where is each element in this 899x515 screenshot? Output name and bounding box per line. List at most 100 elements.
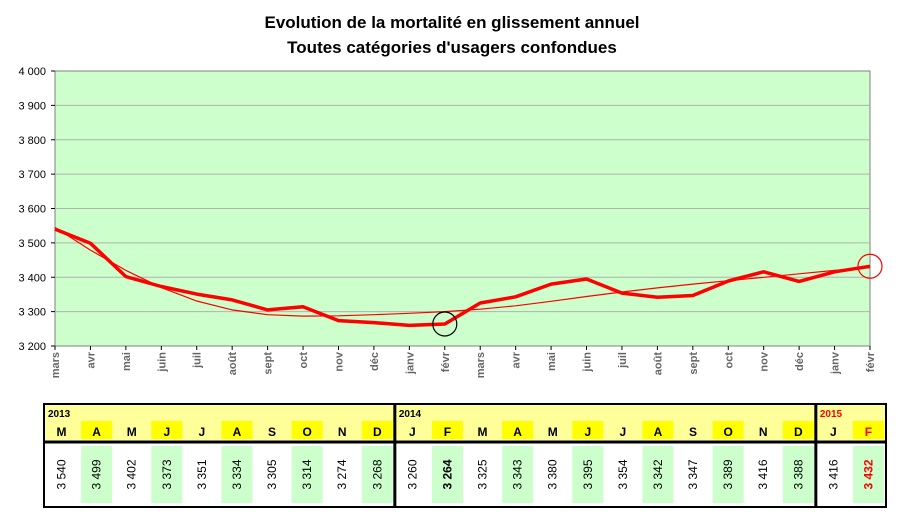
value-highlight (782, 446, 814, 503)
table-month-label: J (163, 425, 170, 439)
chart-subtitle: Toutes catégories d'usagers confondues (287, 38, 617, 57)
chart-title: Evolution de la mortalité en glissement … (264, 13, 639, 32)
table-month-label: S (689, 425, 697, 439)
table-month-label: D (794, 425, 803, 439)
table-month-label: J (199, 425, 206, 439)
table-month-label: N (759, 425, 768, 439)
table-month-label: N (338, 425, 347, 439)
data-table: 2013 M 3 540 A 3 499 M 3 402 J 3 373 J 3 351 A 3 334… (43, 403, 887, 508)
table-year-label: 2015 (820, 409, 843, 420)
table-value: 3 388 (791, 459, 805, 489)
x-tick-label: sept (263, 352, 275, 375)
x-tick-label: juin (582, 352, 594, 373)
x-tick-label: mars (50, 352, 62, 378)
x-tick-label: mars (475, 352, 487, 378)
value-highlight (81, 446, 113, 503)
table-value: 3 416 (826, 459, 840, 489)
table-value: 3 432 (861, 459, 875, 489)
x-tick-label: déc (794, 352, 806, 371)
table-month-label: M (548, 425, 558, 439)
table-month-label: S (268, 425, 276, 439)
x-tick-label: août (227, 352, 239, 376)
table-value: 3 264 (440, 459, 454, 489)
y-tick-label: 3 600 (18, 204, 46, 216)
table-value: 3 351 (195, 459, 209, 489)
y-axis-ticks: 3 200 3 300 3 400 3 500 3 600 3 700 3 800 3 900… (18, 66, 55, 353)
table-value: 3 499 (90, 459, 104, 489)
y-tick-label: 4 000 (18, 66, 46, 78)
y-tick-label: 3 800 (18, 135, 46, 147)
value-highlight (642, 446, 674, 503)
value-highlight (361, 446, 393, 503)
table-value: 3 325 (476, 459, 490, 489)
x-tick-label: janv (830, 351, 842, 375)
table-value: 3 305 (265, 459, 279, 489)
month-highlight (502, 421, 534, 439)
value-highlight (712, 446, 744, 503)
x-tick-label: avr (85, 351, 97, 368)
table-month-label: O (723, 425, 732, 439)
x-tick-label: mai (121, 352, 133, 371)
value-highlight (291, 446, 323, 503)
x-tick-label: juil (617, 352, 629, 369)
table-year-label: 2014 (399, 409, 422, 420)
table-month-label: J (584, 425, 591, 439)
table-value: 3 354 (616, 459, 630, 489)
x-tick-label: févr (440, 351, 452, 372)
table-value: 3 343 (511, 459, 525, 489)
month-highlight (642, 421, 674, 439)
month-highlight (712, 421, 744, 439)
table-value: 3 416 (756, 459, 770, 489)
value-highlight (221, 446, 253, 503)
table-month-label: M (57, 425, 67, 439)
month-highlight (852, 421, 884, 439)
table-month-label: A (513, 425, 522, 439)
x-tick-label: oct (723, 352, 735, 369)
month-highlight (361, 421, 393, 439)
month-highlight (782, 421, 814, 439)
x-tick-label: nov (333, 351, 345, 371)
x-tick-label: déc (369, 352, 381, 371)
y-tick-label: 3 500 (18, 238, 46, 250)
table-month-label: J (830, 425, 837, 439)
table-month-label: A (233, 425, 242, 439)
month-highlight (221, 421, 253, 439)
highlight-circles (432, 253, 883, 337)
x-tick-label: nov (759, 351, 771, 371)
x-tick-label: juil (192, 352, 204, 369)
table-value: 3 373 (160, 459, 174, 489)
value-highlight (852, 446, 884, 503)
table-value: 3 342 (651, 459, 665, 489)
table-value: 3 389 (721, 459, 735, 489)
month-highlight (291, 421, 323, 439)
table-value: 3 274 (335, 459, 349, 489)
month-highlight (151, 421, 183, 439)
x-tick-label: sept (688, 352, 700, 375)
table-month-label: J (620, 425, 627, 439)
highlight-circle (432, 311, 458, 337)
table-month-label: M (478, 425, 488, 439)
table-month-label: A (654, 425, 663, 439)
table-value: 3 395 (581, 459, 595, 489)
table-border (43, 403, 887, 508)
month-highlight (572, 421, 604, 439)
x-axis-ticks: mars avr mai juin juil août sept oct nov déc janv f… (50, 346, 877, 378)
table-month-label: J (409, 425, 416, 439)
table-value: 3 260 (405, 459, 419, 489)
x-tick-label: févr (865, 351, 877, 372)
table-value: 3 314 (300, 459, 314, 489)
table-value: 3 380 (546, 459, 560, 489)
grid (55, 104, 870, 313)
value-highlight (431, 446, 463, 503)
x-tick-label: juin (156, 352, 168, 373)
table-month-label: D (373, 425, 382, 439)
y-tick-label: 3 700 (18, 169, 46, 181)
x-tick-label: avr (511, 351, 523, 368)
table-value: 3 402 (125, 459, 139, 489)
highlight-circle (857, 253, 883, 279)
table-value: 3 334 (230, 459, 244, 489)
y-tick-label: 3 300 (18, 307, 46, 319)
y-tick-label: 3 400 (18, 272, 46, 284)
x-tick-label: janv (404, 351, 416, 375)
